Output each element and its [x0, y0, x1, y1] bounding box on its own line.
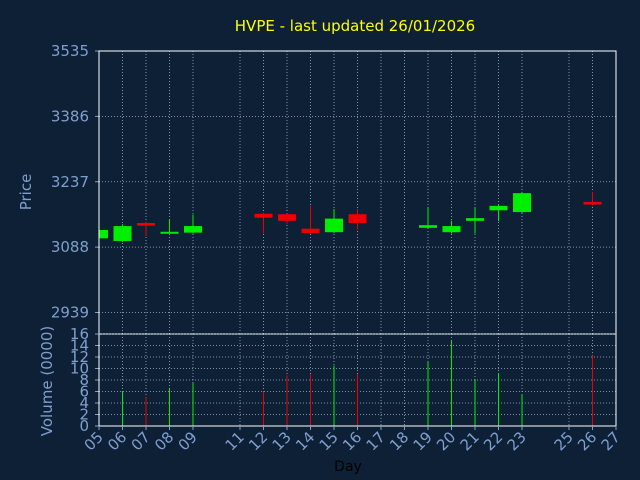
day-tick-label: 11	[222, 428, 248, 454]
candle-body	[325, 218, 343, 233]
day-tick-label: 12	[245, 428, 271, 454]
day-tick-label: 13	[269, 428, 295, 454]
day-tick-label: 15	[316, 428, 342, 454]
day-tick-label: 26	[574, 428, 600, 454]
day-tick-label: 17	[363, 428, 389, 454]
day-tick-label: 20	[433, 428, 459, 454]
candle-body	[184, 226, 202, 233]
price-axis-label: Price	[17, 174, 35, 211]
volume-tick-label: 12	[70, 348, 89, 366]
candle-body	[137, 222, 155, 226]
candle-body	[301, 228, 320, 234]
volume-tick-label: 2	[79, 406, 89, 424]
day-tick-label: 18	[386, 428, 412, 454]
candle-body	[278, 214, 296, 221]
day-tick-label: 08	[151, 428, 177, 454]
day-tick-label: 09	[175, 428, 201, 454]
day-tick-label: 25	[551, 428, 577, 454]
volume-tick-label: 10	[70, 360, 89, 378]
day-tick-label: 22	[480, 428, 506, 454]
price-tick-label: 3386	[51, 107, 89, 125]
day-axis-label: Day	[334, 459, 362, 475]
volume-axis-label: Volume (0000)	[38, 326, 56, 436]
price-frame	[98, 50, 617, 334]
price-panel: 3535 3386 3237 3088 2939	[51, 42, 617, 335]
day-tick-label: 23	[504, 428, 530, 454]
candle-body	[348, 214, 367, 223]
volume-tick-label: 0	[79, 417, 89, 435]
volume-tick-label: 4	[79, 394, 89, 412]
price-tick-label: 3088	[51, 238, 89, 256]
day-tick-label: 27	[598, 428, 624, 454]
volume-tick-label: 8	[79, 371, 89, 389]
candle-body	[466, 218, 484, 221]
candle-body	[442, 226, 461, 233]
price-tick-label: 2939	[51, 304, 89, 322]
candle-body	[254, 213, 273, 218]
volume-tick-label: 16	[70, 325, 89, 343]
price-tick-label: 3535	[51, 42, 89, 60]
chart-title: HVPE - last updated 26/01/2026	[235, 17, 475, 35]
price-tick-label: 3237	[51, 173, 89, 191]
candle-body	[99, 230, 108, 239]
volume-tick-label: 6	[79, 383, 89, 401]
day-tick-label: 06	[104, 428, 130, 454]
candle-body	[113, 226, 132, 241]
candle-body	[160, 231, 179, 234]
candle-body	[419, 225, 437, 228]
day-tick-label: 07	[128, 428, 154, 454]
candle-body	[583, 201, 602, 205]
volume-tick-label: 14	[70, 337, 89, 355]
candle-body	[513, 193, 531, 213]
candle-body	[489, 205, 508, 211]
day-tick-label: 14	[292, 428, 318, 454]
day-tick-label: 16	[339, 428, 365, 454]
day-tick-label: 19	[410, 428, 436, 454]
day-tick-label: 21	[457, 428, 483, 454]
